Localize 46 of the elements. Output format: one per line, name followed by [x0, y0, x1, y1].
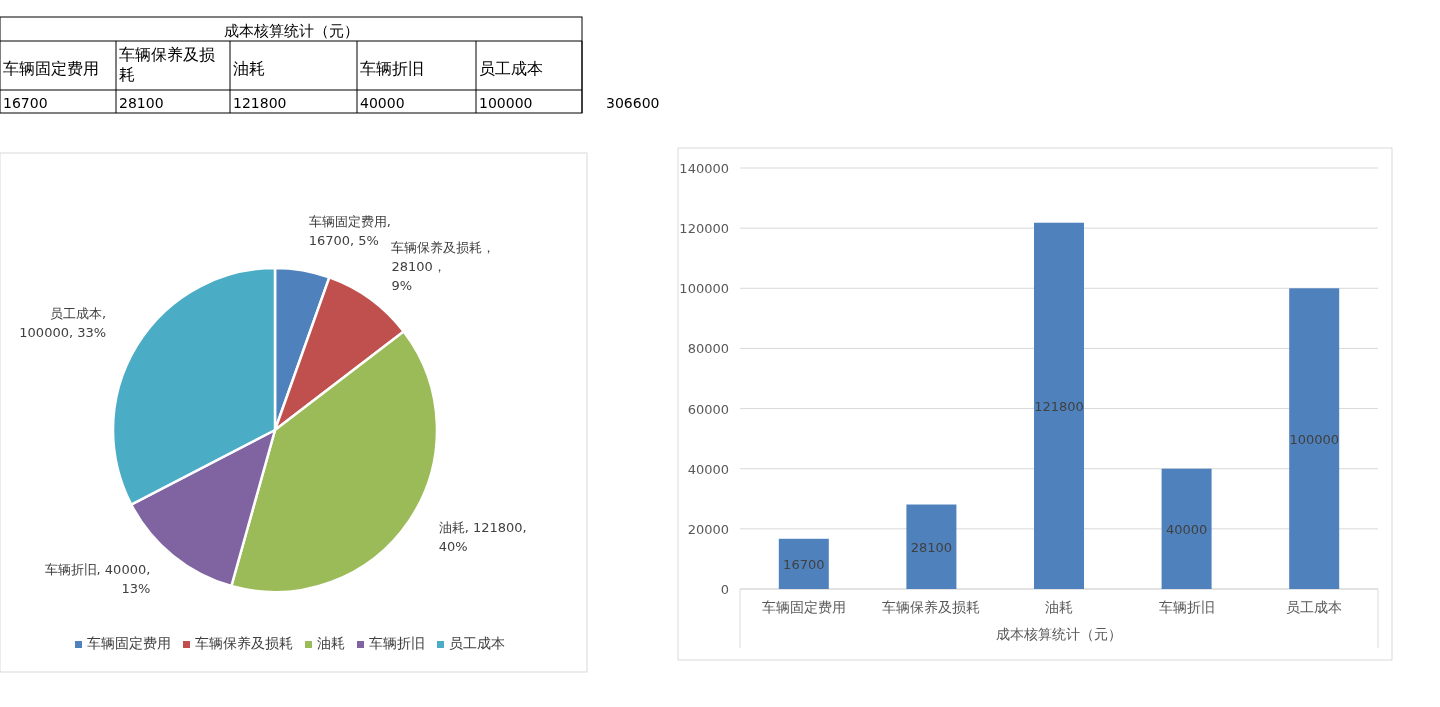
y-tick-label: 40000 [687, 461, 729, 477]
y-tick-label: 140000 [679, 161, 729, 176]
legend-label: 车辆折旧 [369, 635, 425, 651]
y-tick-label: 60000 [687, 401, 729, 417]
legend-label: 油耗 [317, 635, 345, 651]
data-label: 油耗, 121800, 40% [438, 519, 527, 554]
text: 成本核算统计（元） [223, 22, 359, 40]
category-label: 车辆保养及损耗 [119, 45, 215, 84]
legend-label: 车辆保养及损耗 [195, 635, 293, 651]
y-tick-label: 100000 [679, 281, 729, 297]
x-tick-label: 油耗 [1045, 599, 1073, 615]
bar [1161, 468, 1212, 589]
x-tick-label: 车辆折旧 [1158, 599, 1215, 615]
data-label: 121800 [1034, 398, 1084, 414]
data-label: 28100 [119, 95, 164, 111]
data-label: 车辆折旧, 40000, 13% [44, 562, 151, 597]
data-label: 16700 [3, 95, 48, 111]
y-tick-label: 0 [720, 582, 729, 597]
text: 306600 [606, 95, 660, 111]
x-tick-label: 车辆固定费用 [761, 599, 846, 615]
x-axis-title: 成本核算统计（元） [996, 626, 1122, 642]
data-label: 员工成本, 100000, 33% [19, 306, 107, 341]
data-label: 121800 [233, 95, 287, 111]
bar [1034, 222, 1084, 589]
data-label: 16700 [783, 556, 825, 572]
data-label: 车辆保养及损耗， 28100， 9% [391, 240, 496, 294]
x-tick-label: 员工成本 [1286, 599, 1343, 615]
data-label: 100000 [1289, 431, 1340, 447]
category-label: 车辆固定费用 [3, 59, 99, 78]
data-label: 车辆固定费用, 16700, 5% [308, 214, 391, 249]
x-tick-label: 车辆保养及损耗 [882, 599, 981, 615]
legend-label: 员工成本 [449, 635, 505, 651]
category-label: 车辆折旧 [360, 59, 424, 78]
legend-label: 车辆固定费用 [87, 635, 171, 651]
data-label: 40000 [1165, 521, 1208, 537]
data-label: 100000 [479, 95, 533, 111]
y-tick-label: 120000 [679, 221, 729, 237]
data-label: 40000 [360, 95, 405, 111]
bar [906, 504, 957, 589]
bar [778, 538, 829, 589]
data-label: 28100 [910, 539, 953, 555]
category-label: 油耗 [233, 59, 265, 78]
bar [1289, 288, 1340, 589]
y-tick-label: 80000 [687, 341, 729, 357]
category-label: 员工成本 [479, 59, 543, 78]
y-tick-label: 20000 [687, 521, 729, 537]
